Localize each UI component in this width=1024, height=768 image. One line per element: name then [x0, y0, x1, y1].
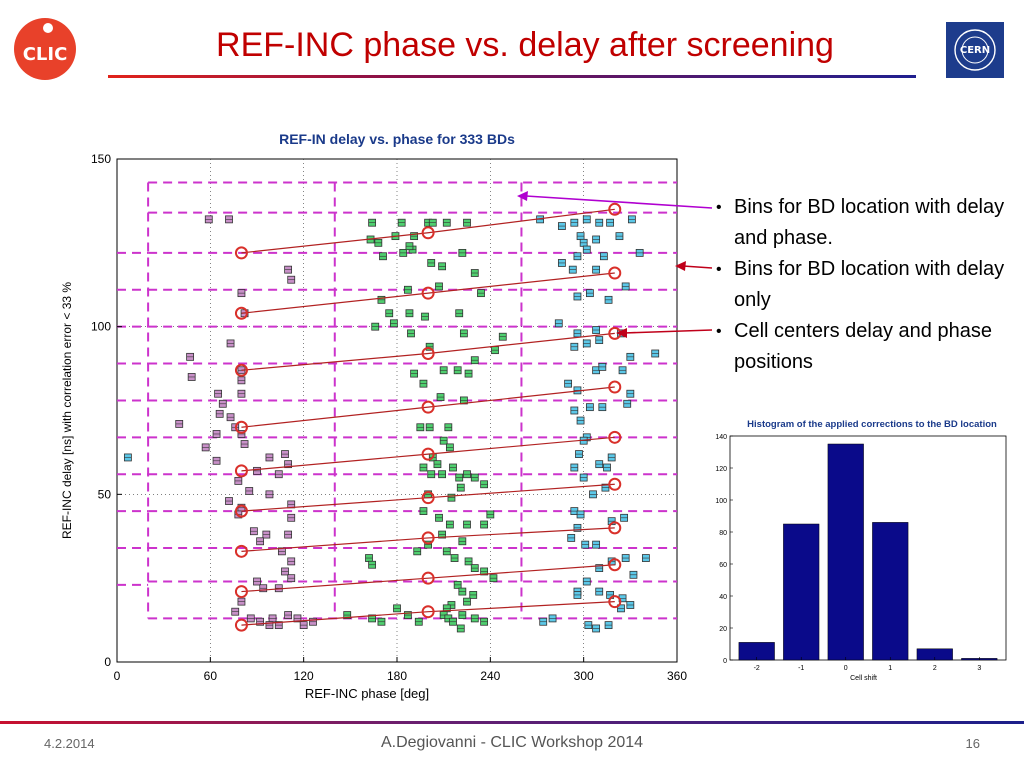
- cell-center-marker: [608, 558, 622, 572]
- histogram-x-tick-label: 1: [888, 665, 892, 672]
- histogram-x-tick-label: 2: [933, 665, 937, 672]
- cell-center-marker: [608, 477, 622, 491]
- cell-center-marker: [421, 531, 435, 545]
- bullet-list: • Bins for BD location with delay and pha…: [714, 192, 1014, 378]
- clic-logo: CLIC: [12, 16, 78, 82]
- cell-center-marker: [608, 595, 622, 609]
- x-tick-label: 180: [387, 669, 407, 683]
- cell-center-line: [241, 601, 615, 626]
- bullet-icon: •: [716, 261, 722, 278]
- cell-center-line: [241, 527, 615, 552]
- x-tick-label: 0: [114, 669, 121, 683]
- cell-center-marker: [608, 380, 622, 394]
- bullet-icon: •: [716, 323, 722, 340]
- y-tick-label: 150: [91, 152, 111, 166]
- clic-logo-disk: [14, 18, 76, 80]
- histogram-y-tick-label: 60: [719, 562, 727, 569]
- cell-center-line: [241, 564, 615, 593]
- cell-center-marker: [421, 491, 435, 505]
- cern-logo-text: CERN: [960, 45, 990, 56]
- cell-center-marker: [608, 430, 622, 444]
- x-tick-label: 60: [204, 669, 218, 683]
- delay-phase-scatter-chart: REF-IN delay vs. phase for 333 BDs 0 60 120…: [60, 131, 687, 701]
- cell-center-line: [241, 436, 615, 472]
- histogram-y-tick-label: 100: [715, 498, 727, 505]
- histogram-y-tick-label: 20: [719, 626, 727, 633]
- y-tick-label: 50: [98, 487, 112, 501]
- cell-center-marker: [421, 286, 435, 300]
- x-tick-label: 300: [574, 669, 594, 683]
- cell-center-line: [241, 208, 615, 254]
- cell-center-marker: [234, 420, 248, 434]
- cell-center-marker: [234, 306, 248, 320]
- footer-divider: [0, 721, 1024, 724]
- y-tick-label: 0: [104, 655, 111, 669]
- histogram-plot-area: [729, 435, 1007, 661]
- clic-logo-text: CLIC: [23, 44, 68, 65]
- cell-center-line: [241, 272, 615, 314]
- cell-center-marker: [234, 544, 248, 558]
- histogram-y-tick-label: 80: [719, 530, 727, 537]
- histogram-title: Histogram of the applied corrections to …: [747, 419, 997, 430]
- cell-center-marker: [608, 266, 622, 280]
- cell-center-marker: [234, 246, 248, 260]
- cell-shift-histogram: Histogram of the applied corrections to …: [715, 419, 1007, 682]
- arrow-head-delay-phase-bins: [517, 191, 528, 201]
- histogram-x-tick-label: 3: [977, 665, 981, 672]
- cell-center-marker: [421, 226, 435, 240]
- cell-center-marker: [421, 605, 435, 619]
- title-divider: [108, 75, 916, 78]
- cell-center-marker: [608, 521, 622, 535]
- histogram-x-tick-label: -1: [798, 665, 804, 672]
- bullet-text: Cell centers delay and phase positions: [734, 320, 992, 373]
- histogram-y-tick-label: 0: [723, 658, 727, 665]
- bullet-item: • Bins for BD location with delay and pha…: [714, 192, 1014, 254]
- cell-center-marker: [234, 618, 248, 632]
- bullet-text: Bins for BD location with delay only: [734, 258, 1005, 311]
- arrow-head-cell-centers: [616, 328, 627, 338]
- x-tick-label: 240: [480, 669, 500, 683]
- footer-author: A.Degiovanni - CLIC Workshop 2014: [380, 734, 644, 751]
- x-tick-label: 360: [667, 669, 687, 683]
- y-axis-label: REF-INC delay [ns] with correlation erro…: [60, 282, 74, 539]
- histogram-x-tick-label: 0: [844, 665, 848, 672]
- y-tick-label: 100: [91, 320, 111, 334]
- cell-center-marker: [421, 571, 435, 585]
- histogram-x-axis-label: Cell shift: [850, 675, 877, 682]
- arrow-cell-centers: [623, 329, 713, 334]
- cell-center-marker: [234, 504, 248, 518]
- x-tick-label: 120: [294, 669, 314, 683]
- histogram-y-tick-label: 40: [719, 594, 727, 601]
- histogram-y-tick-label: 140: [715, 434, 727, 441]
- arrow-head-delay-bins: [675, 261, 686, 271]
- bullet-item: • Bins for BD location with delay only: [714, 254, 1014, 316]
- histogram-y-tick-label: 120: [715, 466, 727, 473]
- cell-center-marker: [608, 202, 622, 216]
- cell-center-marker: [234, 363, 248, 377]
- arrow-delay-bins: [682, 265, 713, 269]
- arrow-delay-phase-bins: [525, 195, 713, 209]
- cell-center-marker: [421, 400, 435, 414]
- x-axis-label: REF-INC phase [deg]: [305, 686, 429, 701]
- footer-date: 4.2.2014: [44, 736, 95, 751]
- cell-center-marker: [234, 585, 248, 599]
- bullet-icon: •: [716, 199, 722, 216]
- histogram-bar: [827, 443, 864, 661]
- slide-title: REF-INC phase vs. delay after screening: [216, 26, 834, 64]
- bullet-item: • Cell centers delay and phase positions: [714, 316, 1014, 378]
- cell-center-line: [241, 332, 615, 371]
- chart-title: REF-IN delay vs. phase for 333 BDs: [279, 131, 515, 147]
- cell-center-marker: [421, 447, 435, 461]
- cern-logo: CERN: [946, 22, 1004, 78]
- bullet-text: Bins for BD location with delay and phas…: [734, 196, 1005, 249]
- histogram-bar: [872, 522, 909, 661]
- histogram-x-tick-label: -2: [754, 665, 760, 672]
- cell-center-marker: [421, 346, 435, 360]
- cell-center-line: [241, 386, 615, 428]
- page-number: 16: [965, 736, 980, 751]
- histogram-bar: [783, 523, 820, 661]
- cell-center-line: [241, 483, 615, 512]
- cell-center-marker: [234, 464, 248, 478]
